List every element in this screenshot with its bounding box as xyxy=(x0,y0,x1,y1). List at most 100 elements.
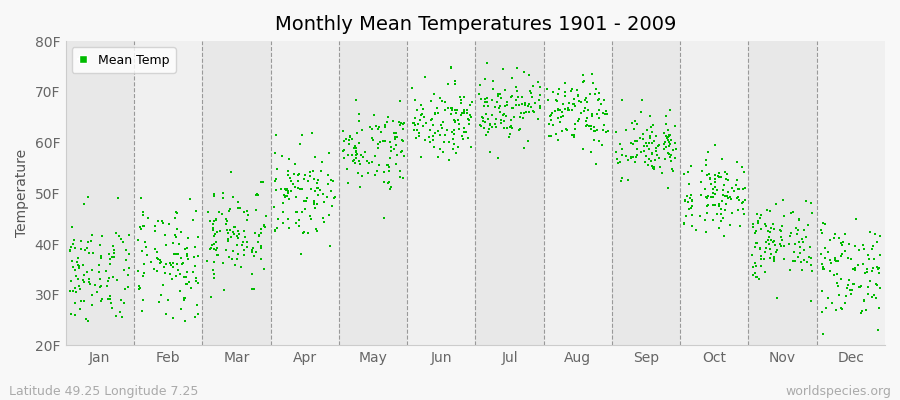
Point xyxy=(504,117,518,124)
Point xyxy=(346,145,361,152)
Point xyxy=(716,215,731,222)
Point xyxy=(871,327,886,333)
Point xyxy=(66,288,80,294)
Point xyxy=(251,191,266,198)
Point xyxy=(731,207,745,214)
Point xyxy=(357,149,372,156)
Point xyxy=(202,218,217,225)
Point xyxy=(500,113,514,119)
Point xyxy=(464,114,478,120)
Point xyxy=(804,298,818,305)
Point xyxy=(162,221,176,227)
Point xyxy=(589,86,603,92)
Point xyxy=(677,171,691,177)
Point xyxy=(207,246,221,252)
Point xyxy=(278,193,293,200)
Point xyxy=(533,102,547,109)
Point xyxy=(83,281,97,288)
Point xyxy=(703,175,717,182)
Point xyxy=(94,282,109,289)
Point xyxy=(200,258,214,264)
Point xyxy=(644,158,658,164)
Point xyxy=(857,298,871,304)
Point xyxy=(699,229,714,236)
Point xyxy=(487,120,501,127)
Bar xyxy=(475,41,544,346)
Point xyxy=(540,97,554,103)
Point xyxy=(189,302,203,308)
Point xyxy=(700,202,715,208)
Point xyxy=(777,256,791,262)
Point xyxy=(759,223,773,230)
Point xyxy=(304,216,319,222)
Point xyxy=(277,194,292,200)
Point xyxy=(547,108,562,114)
Point xyxy=(95,296,110,302)
Point xyxy=(556,101,571,107)
Point xyxy=(716,192,730,198)
Point xyxy=(526,108,541,114)
Point xyxy=(456,94,471,100)
Point xyxy=(428,110,443,117)
Point xyxy=(150,249,165,255)
Point xyxy=(626,120,640,126)
Point xyxy=(591,115,606,121)
Point xyxy=(316,215,330,221)
Point xyxy=(748,270,762,276)
Point xyxy=(169,210,184,216)
Point xyxy=(710,211,724,218)
Point xyxy=(188,314,202,320)
Point xyxy=(619,127,634,133)
Point xyxy=(584,113,598,119)
Point xyxy=(308,188,322,194)
Point xyxy=(107,250,122,256)
Point xyxy=(384,144,399,150)
Point xyxy=(410,127,424,133)
Point xyxy=(104,300,119,306)
Point xyxy=(78,247,93,253)
Point xyxy=(523,90,537,96)
Point xyxy=(166,240,181,246)
Point xyxy=(446,131,461,137)
Point xyxy=(213,228,228,234)
Point xyxy=(821,249,835,255)
Point xyxy=(456,108,471,115)
Point xyxy=(641,162,655,168)
Point xyxy=(410,107,424,113)
Point xyxy=(522,72,536,78)
Point xyxy=(278,186,293,193)
Point xyxy=(232,205,247,211)
Point xyxy=(158,242,173,248)
Point xyxy=(548,108,562,114)
Point xyxy=(746,221,760,227)
Point xyxy=(867,292,881,298)
Point xyxy=(866,243,880,249)
Point xyxy=(135,273,149,280)
Point xyxy=(326,178,340,185)
Point xyxy=(383,139,398,146)
Point xyxy=(220,236,235,242)
Point xyxy=(63,288,77,294)
Point xyxy=(292,217,306,223)
Point xyxy=(643,134,657,141)
Point xyxy=(860,268,874,275)
Point xyxy=(575,78,590,85)
Point xyxy=(180,251,194,257)
Point xyxy=(76,298,91,304)
Point xyxy=(456,124,471,131)
Point xyxy=(64,311,78,317)
Point xyxy=(792,238,806,245)
Point xyxy=(873,252,887,259)
Point xyxy=(336,128,350,134)
Point xyxy=(219,220,233,227)
Point xyxy=(393,98,408,104)
Point xyxy=(857,246,871,252)
Point xyxy=(207,241,221,247)
Point xyxy=(382,178,397,185)
Point xyxy=(160,297,175,304)
Point xyxy=(730,195,744,201)
Point xyxy=(767,258,781,264)
Point xyxy=(729,182,743,188)
Point xyxy=(434,122,448,128)
Point xyxy=(98,268,112,274)
